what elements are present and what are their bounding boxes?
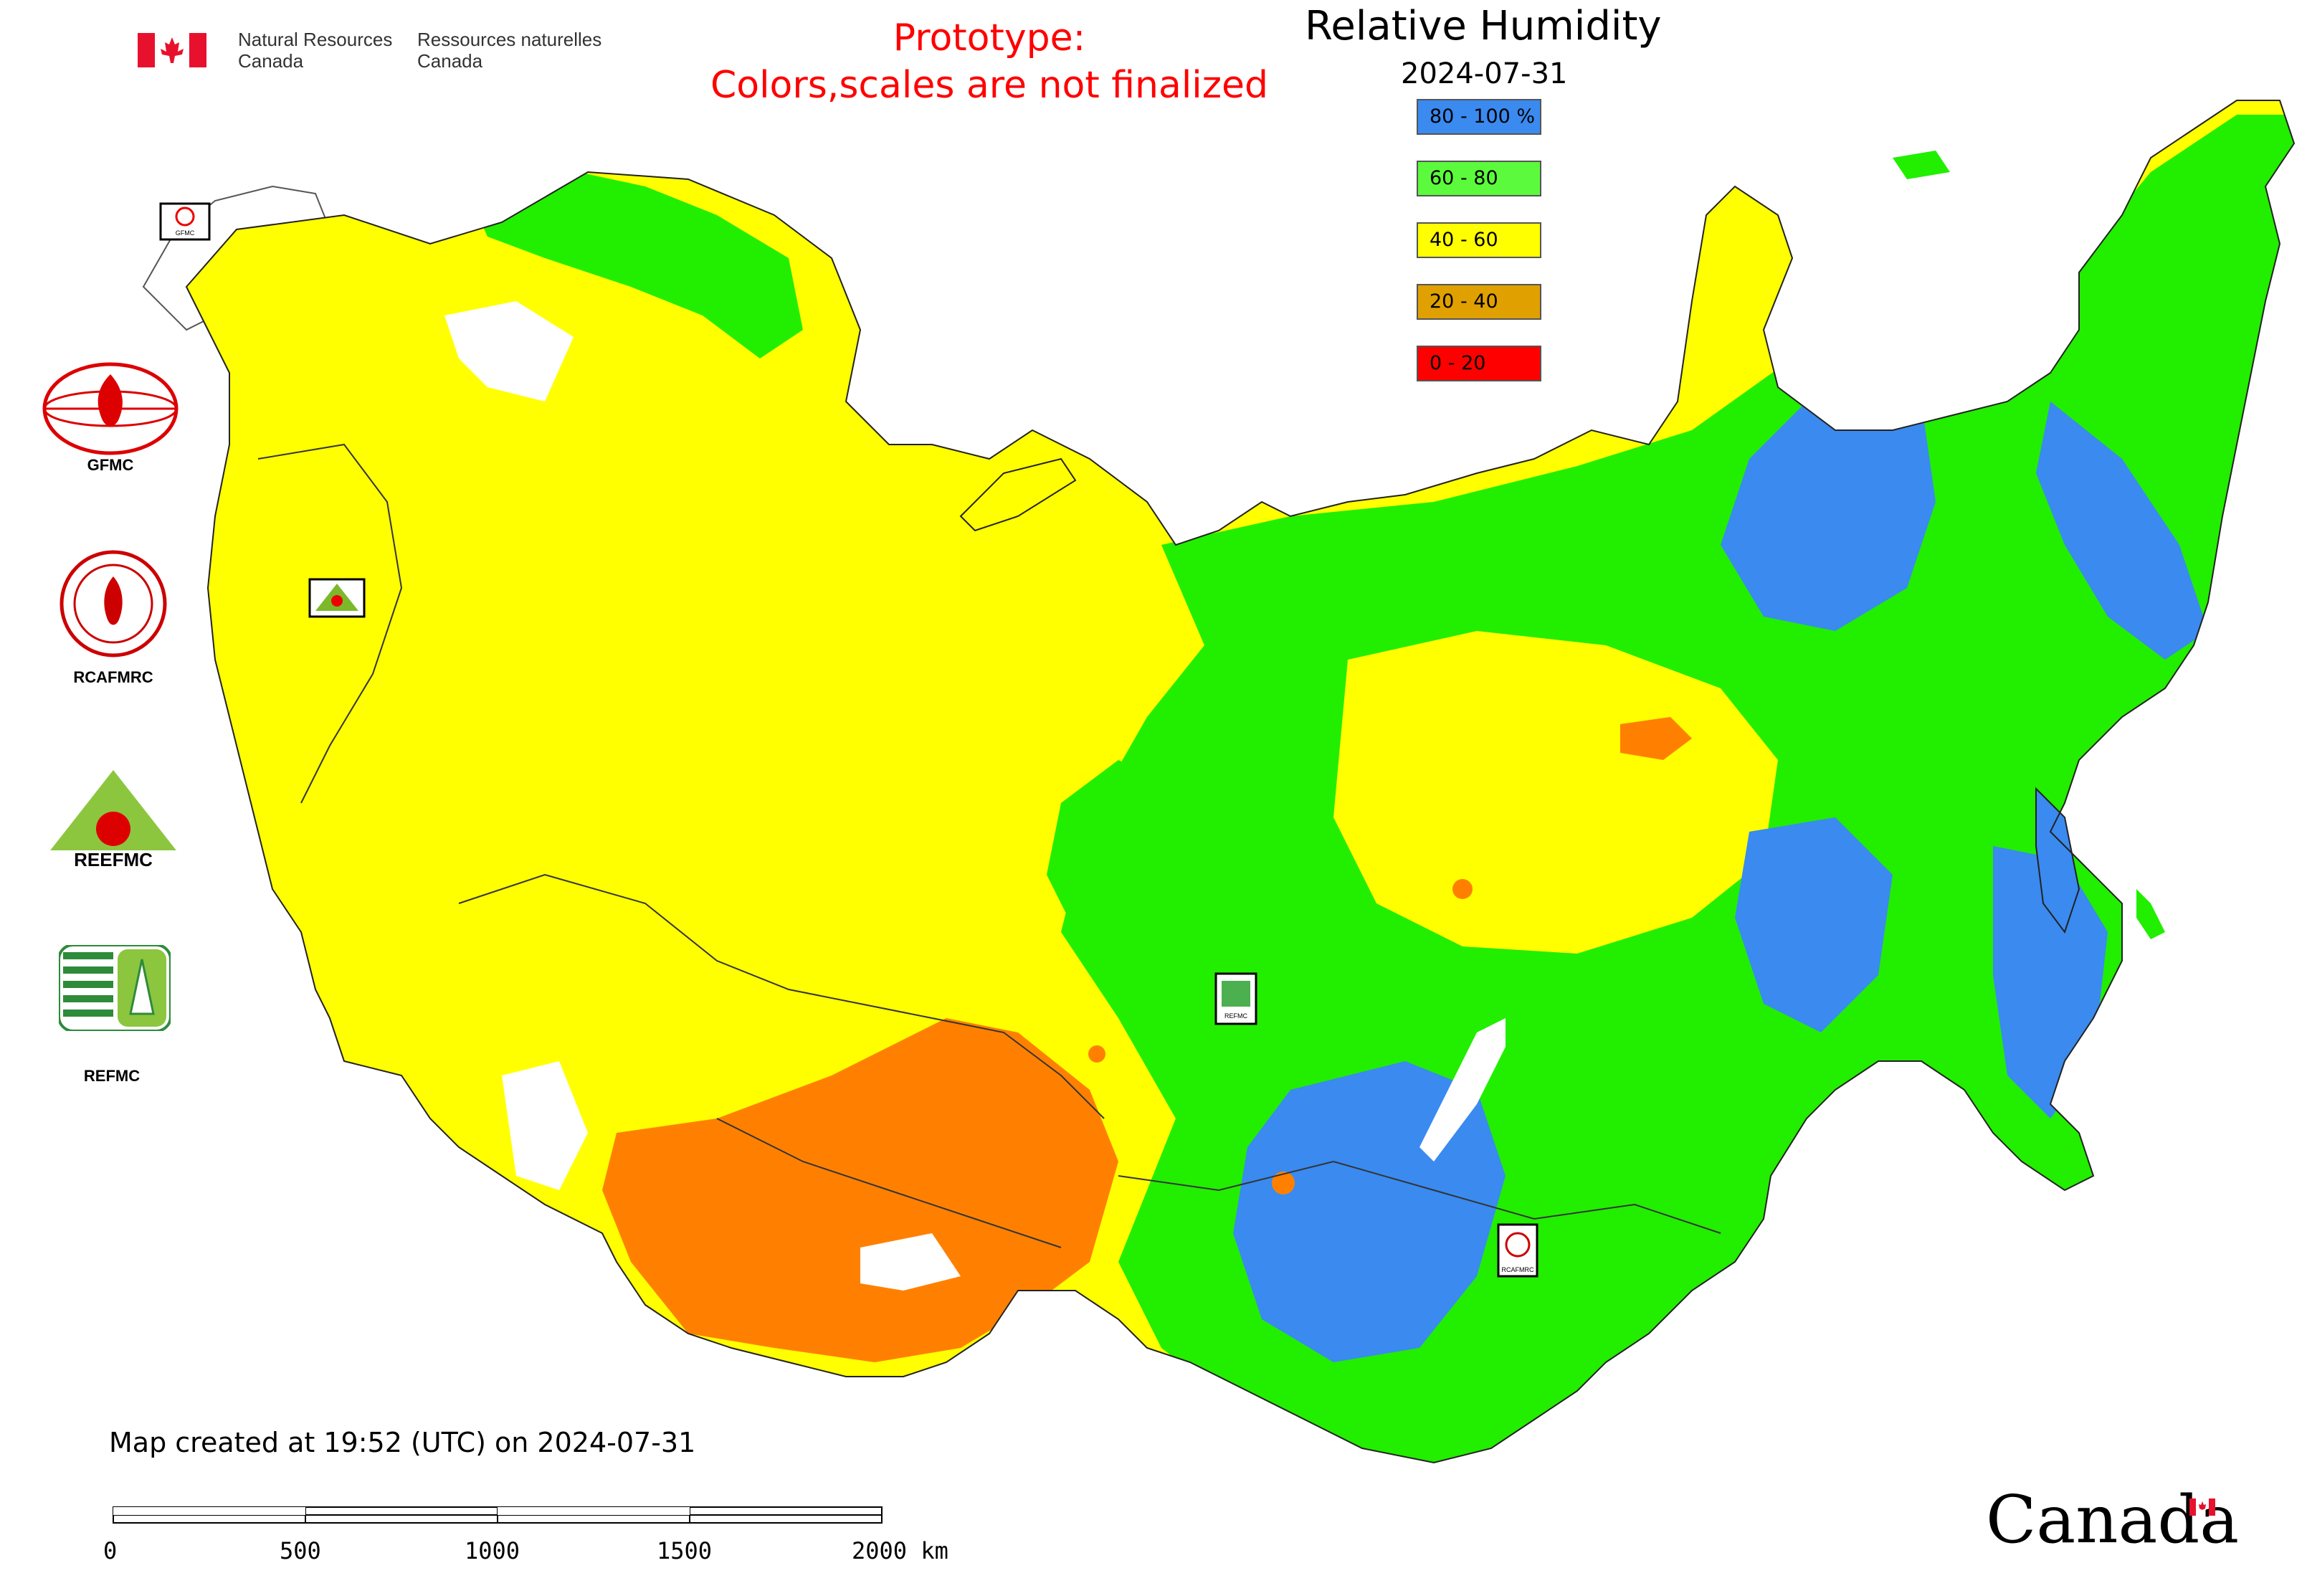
map-created-timestamp: Map created at 19:52 (UTC) on 2024-07-31: [109, 1427, 696, 1458]
canada-wordmark-flag-icon: [2189, 1498, 2215, 1516]
reefmc-marker-icon[interactable]: [308, 578, 366, 618]
refmc-logo-icon: [57, 944, 172, 1032]
legend-item-40-60: 40 - 60: [1417, 222, 1541, 258]
novaya-zemlya: [959, 457, 1077, 532]
gfmc-logo-icon: [40, 358, 181, 459]
border-mongolia: [1118, 1160, 1721, 1234]
scale-bar: [112, 1506, 886, 1527]
humidity-zone-80-100-amur: [1735, 817, 1893, 1032]
legend: 80 - 100 % 60 - 80 40 - 60 20 - 40 0 - 2…: [1417, 99, 1546, 386]
border-kazakhstan: [458, 873, 1105, 1119]
prototype-notice-line1: Prototype:: [893, 16, 1086, 60]
prototype-notice-line2: Colors,scales are not finalized: [710, 64, 1269, 107]
caspian-gap: [502, 1061, 588, 1190]
humidity-zone-60-80-patch: [1047, 760, 1190, 932]
legend-item-80-100: 80 - 100 %: [1417, 99, 1541, 135]
country-outline: [185, 100, 2296, 1464]
gov-name-en-line2: Canada: [238, 50, 304, 72]
legend-item-0-20: 0 - 20: [1417, 346, 1541, 381]
humidity-zone-20-40-yakutia-spot: [1620, 717, 1692, 760]
map-title: Relative Humidity: [1305, 3, 1662, 49]
kuril-islands: [2136, 889, 2165, 939]
gov-name-fr: Ressources naturelles Canada: [417, 29, 601, 72]
refmc-logo-label: REFMC: [83, 1067, 141, 1085]
canada-flag-icon: [138, 33, 206, 67]
rcafmrc-marker-icon[interactable]: RCAFMRC: [1497, 1223, 1538, 1278]
canada-wordmark: Canada: [1986, 1481, 2240, 1558]
humidity-zone-20-40-spot-a: [1452, 879, 1473, 899]
scale-tick-1500: 1500: [657, 1537, 713, 1564]
gov-name-fr-line1: Ressources naturelles: [417, 29, 602, 50]
prototype-notice: Prototype: Colors,scales are not finaliz…: [674, 14, 1305, 109]
gfmc-marker-label: GFMC: [176, 229, 195, 237]
reefmc-logo-icon: REEFMC: [36, 766, 191, 873]
rcafmrc-logo-label: RCAFMRC: [73, 668, 153, 686]
humidity-zone-20-40-central-asia: [602, 1018, 1118, 1362]
humidity-zone-60-80-north: [459, 165, 803, 358]
humidity-zone-20-40-spot-b: [1272, 1172, 1295, 1194]
rcafmrc-marker-label: RCAFMRC: [1502, 1266, 1534, 1273]
white-sea: [444, 301, 574, 402]
humidity-zone-80-100-kamchatka: [2036, 402, 2208, 660]
border-central-asia: [716, 1118, 1062, 1248]
aral-sea: [860, 1233, 961, 1291]
scale-tick-2000: 2000 km: [852, 1537, 948, 1564]
legend-item-20-40: 20 - 40: [1417, 284, 1541, 320]
gfmc-marker-icon[interactable]: GFMC: [159, 202, 211, 241]
border-europe: [257, 443, 403, 804]
gov-name-en: Natural Resources Canada: [238, 29, 392, 72]
humidity-zone-20-40-spot-c: [1088, 1045, 1105, 1063]
rcafmrc-logo-icon: [57, 548, 169, 660]
gfmc-logo-label: GFMC: [87, 456, 134, 474]
map-date: 2024-07-31: [1401, 57, 1568, 90]
gov-name-fr-line2: Canada: [417, 50, 483, 72]
refmc-marker-icon[interactable]: REFMC: [1214, 972, 1257, 1025]
lake-baikal: [1419, 1018, 1506, 1162]
scale-tick-1000: 1000: [465, 1537, 520, 1564]
scale-tick-500: 500: [280, 1537, 321, 1564]
legend-item-60-80: 60 - 80: [1417, 161, 1541, 196]
reefmc-logo-label: REEFMC: [74, 849, 153, 870]
refmc-marker-label: REFMC: [1224, 1012, 1247, 1020]
gov-name-en-line1: Natural Resources: [238, 29, 393, 50]
humidity-zone-40-60-yakutia: [1333, 631, 1778, 954]
scale-tick-0: 0: [103, 1537, 118, 1564]
sakhalin: [2035, 787, 2080, 934]
wrangel-island: [1893, 151, 1950, 179]
